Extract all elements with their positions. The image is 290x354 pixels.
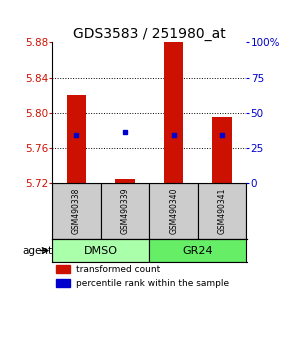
Text: GSM490341: GSM490341 — [218, 188, 227, 234]
Bar — [164, 42, 183, 183]
Bar — [52, 183, 101, 239]
Bar — [115, 179, 135, 183]
Bar — [213, 117, 232, 183]
Bar — [67, 95, 86, 183]
Bar — [149, 183, 198, 239]
Text: percentile rank within the sample: percentile rank within the sample — [75, 279, 229, 288]
Title: GDS3583 / 251980_at: GDS3583 / 251980_at — [73, 28, 226, 41]
Text: GSM490338: GSM490338 — [72, 188, 81, 234]
Text: agent: agent — [22, 246, 52, 256]
Bar — [56, 279, 70, 287]
Text: transformed count: transformed count — [75, 265, 160, 274]
Text: GR24: GR24 — [183, 246, 213, 256]
Bar — [56, 265, 70, 273]
Text: GSM490340: GSM490340 — [169, 188, 178, 234]
Bar — [101, 183, 149, 239]
Bar — [198, 183, 246, 239]
Text: DMSO: DMSO — [84, 246, 118, 256]
Bar — [52, 239, 149, 262]
Bar — [149, 239, 246, 262]
Text: GSM490339: GSM490339 — [121, 188, 130, 234]
